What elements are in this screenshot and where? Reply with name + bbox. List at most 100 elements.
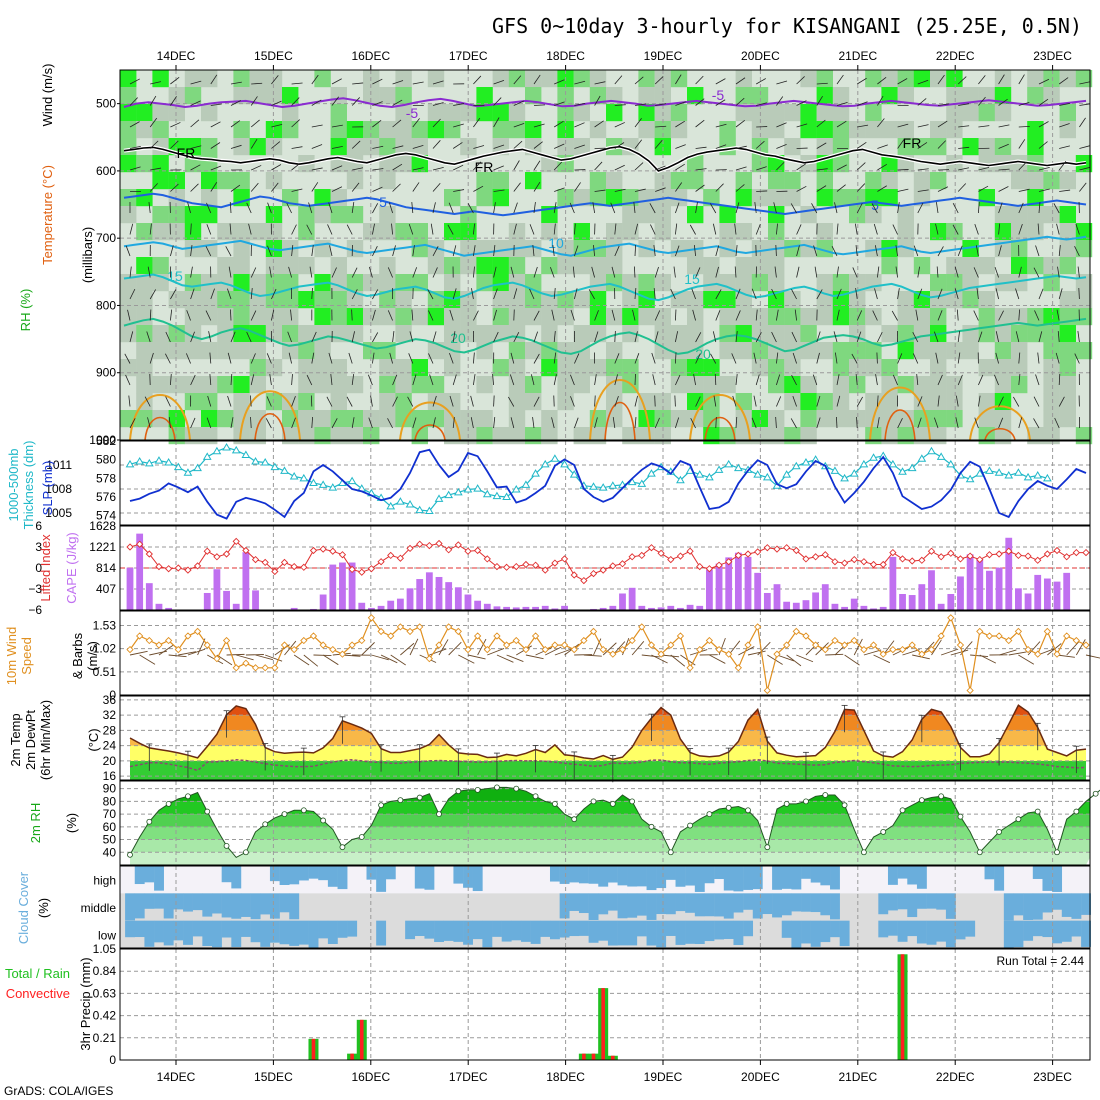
rh-cell — [897, 206, 914, 224]
wind-tick-label: 1.02 — [93, 642, 117, 656]
thickness-point — [434, 494, 444, 502]
wind-barb — [533, 74, 541, 85]
wind-barb — [1079, 117, 1086, 128]
wind-barb — [897, 169, 909, 171]
wind-barb — [1058, 288, 1063, 300]
wind-speed-point — [213, 655, 221, 663]
cloud-cell — [675, 866, 686, 887]
cape-bar — [512, 607, 520, 610]
wind-speed-point — [435, 641, 443, 649]
rh-cell — [1011, 240, 1028, 258]
rh-cell — [476, 376, 493, 394]
cape-bar — [918, 584, 926, 610]
wind-barb — [735, 77, 746, 85]
rh-cell — [168, 87, 185, 105]
cape-bar — [319, 594, 327, 610]
cloud-row-label: high — [93, 874, 116, 888]
rh-cell — [622, 223, 639, 241]
wind-barb — [790, 418, 797, 429]
wind-barb — [513, 332, 520, 343]
cloud-cell — [907, 920, 918, 937]
rh-cell — [379, 393, 396, 411]
cloud-cell — [144, 920, 155, 947]
cloud-cell — [820, 893, 831, 916]
rh-cell — [800, 70, 817, 88]
wind-barb — [877, 395, 879, 407]
lifted-index-point — [425, 541, 433, 550]
wind-speed-point — [947, 614, 955, 622]
wind-barb — [756, 78, 766, 85]
wind-speed-point — [174, 645, 182, 654]
lifted-index-point — [1082, 548, 1090, 557]
rh-cell — [670, 172, 688, 190]
rh-point — [223, 843, 230, 849]
wind-speed-point — [502, 641, 511, 649]
lifted-index-point — [203, 547, 211, 555]
rh-cell — [492, 189, 509, 207]
wind-speed-point — [725, 650, 733, 658]
wind-speed-point — [126, 645, 134, 654]
rh-cell — [330, 257, 347, 275]
wind-barb — [1056, 309, 1060, 321]
wind-barb — [230, 100, 242, 106]
rh-cell — [363, 87, 380, 105]
wind-barb — [428, 353, 434, 364]
wind-barb — [1058, 161, 1067, 171]
cape-bar — [609, 605, 617, 610]
cloud-cell — [907, 866, 918, 885]
lifted-index-point — [377, 558, 385, 566]
wind-barb — [533, 160, 541, 171]
rh-cell — [152, 155, 169, 173]
wind-barb — [791, 375, 797, 386]
rh-cell — [541, 427, 558, 445]
wind-barb — [493, 331, 499, 343]
wind-barb — [190, 266, 193, 278]
rh-cell — [120, 138, 137, 156]
rh-cell — [427, 121, 445, 139]
cape-bar — [879, 606, 887, 610]
rh-cell — [832, 410, 850, 428]
rh-cell — [930, 138, 947, 156]
wind-barb — [346, 396, 353, 407]
cloud-cell — [578, 920, 589, 936]
wind-barb — [816, 82, 828, 85]
axis-label: Cloud Cover — [16, 871, 31, 944]
rh-cell — [201, 240, 218, 258]
rh-cell — [962, 104, 979, 122]
wind-barb — [755, 374, 760, 386]
wind-barb — [1079, 81, 1091, 85]
wind-speed-point — [840, 641, 849, 649]
cloud-cell — [511, 920, 522, 941]
wind-barb — [1037, 352, 1040, 364]
wind-barb — [190, 417, 196, 429]
wind-barb — [372, 289, 379, 300]
wind-barb — [754, 202, 757, 214]
wind-barb — [269, 266, 272, 278]
date-labels-bottom: 14DEC 15DEC 16DEC 17DEC 18DEC 19DEC 20DEC 21DEC… — [157, 1070, 1073, 1084]
wind-barb — [342, 654, 361, 657]
rh-cell — [508, 274, 526, 292]
isotherm-line-20 — [123, 317, 1087, 355]
cloud-cell — [598, 866, 609, 887]
rh-cell — [735, 189, 752, 207]
thickness-point — [849, 469, 859, 477]
wind-barb — [675, 417, 680, 429]
wind-speed-point — [995, 632, 1003, 640]
cape-bar — [445, 582, 453, 610]
wind-barb — [675, 182, 683, 192]
wind-barb — [150, 81, 162, 85]
wind-barb — [776, 80, 788, 85]
wind-barb — [652, 374, 656, 386]
cape-tick-label: 1628 — [89, 519, 116, 533]
rh-cell — [589, 427, 607, 445]
wind-barb — [1018, 139, 1026, 149]
rh-cell — [946, 342, 963, 360]
wind-barb — [844, 654, 860, 666]
cloud-cell — [887, 920, 898, 936]
wind-barb — [1018, 74, 1025, 85]
thickness-point — [1014, 468, 1023, 476]
wind-barb — [432, 246, 439, 257]
rh-point — [513, 785, 520, 792]
rh-cell — [557, 257, 574, 275]
rh-cell — [541, 223, 558, 241]
